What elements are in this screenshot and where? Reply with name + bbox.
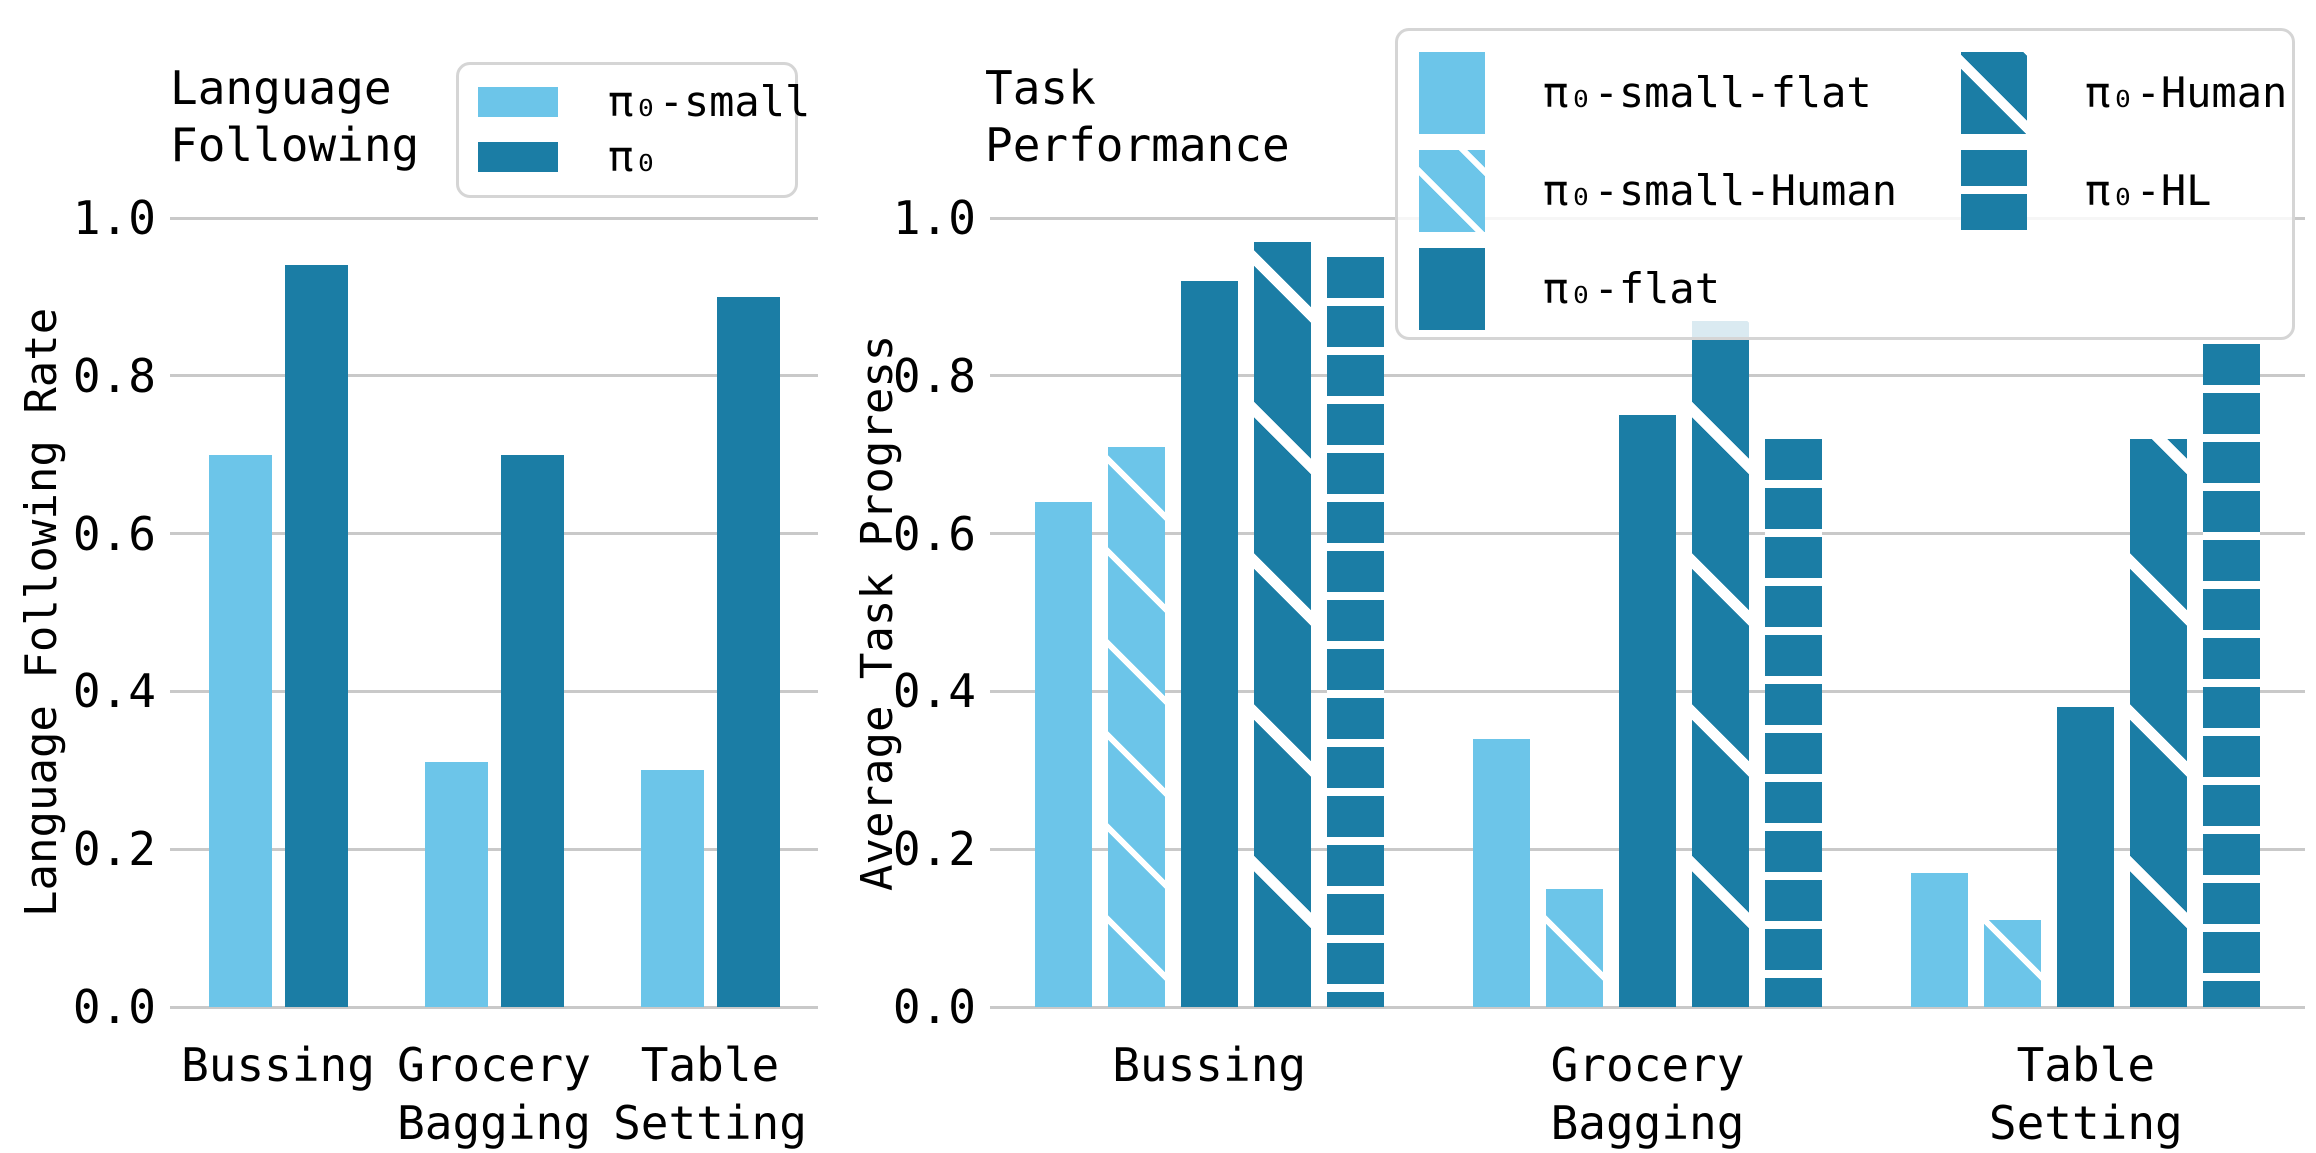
y-tick-label: 0.2	[72, 822, 156, 877]
gridline-0.0	[990, 1005, 2305, 1009]
legend-label-small-flat: π₀-small-flat	[1543, 68, 1872, 117]
bar-hl-bussing	[1326, 257, 1384, 1007]
legend-label-hl: π₀-HL	[2085, 166, 2212, 215]
legend-label-small-human: π₀-small-Human	[1543, 166, 1898, 215]
chart-title: Language Following	[170, 60, 419, 174]
x-tick-line: Bagging	[1550, 1096, 1745, 1150]
gridline-0.0	[170, 1005, 818, 1009]
y-tick-label: 0.8	[892, 348, 976, 403]
legend	[1395, 28, 2295, 340]
x-tick-line: Setting	[613, 1096, 807, 1150]
chart-title-line: Following	[170, 118, 420, 172]
y-tick-label: 0.0	[72, 980, 156, 1034]
y-tick-label: 0.6	[72, 506, 156, 561]
gridline-0.6	[170, 532, 818, 536]
y-tick-label: 1.0	[72, 191, 156, 245]
bar-small-human-bussing	[1107, 447, 1165, 1007]
legend-label-human: π₀-Human	[2085, 68, 2288, 117]
bar-small-table-setting	[640, 770, 704, 1007]
y-tick-label: 0.2	[892, 822, 976, 877]
bar-human-bussing	[1253, 242, 1311, 1007]
legend-swatch-small-human	[1419, 150, 1485, 232]
y-tick-label: 0.4	[72, 664, 156, 719]
x-tick-line: Bussing	[1112, 1038, 1307, 1092]
legend-swatch-	[478, 142, 558, 172]
x-tick-line: Grocery	[1550, 1038, 1745, 1092]
legend-swatch-human	[1961, 52, 2027, 134]
x-tick-line: Table	[640, 1038, 780, 1092]
legend-label-flat: π₀-flat	[1543, 264, 1721, 313]
chart-title-line: Performance	[985, 118, 1290, 172]
x-tick-label-table-setting: Table Setting	[1866, 1036, 2306, 1152]
y-tick-label: 0.6	[892, 506, 976, 561]
gridline-0.8	[990, 374, 2305, 378]
y-tick-label: 0.4	[892, 664, 976, 719]
x-tick-line: Grocery	[397, 1038, 591, 1092]
y-axis-label: Language Following Rate	[16, 307, 67, 918]
x-tick-label-grocery-bagging: Grocery Bagging	[1428, 1036, 1868, 1152]
legend-label-: π₀	[608, 132, 659, 181]
x-tick-line: Bussing	[181, 1038, 375, 1092]
legend-swatch-small	[478, 87, 558, 117]
bar--grocery-bagging	[500, 455, 564, 1007]
y-axis-label: Average Task Progress	[852, 334, 903, 891]
y-tick-label: 1.0	[892, 191, 976, 245]
legend-swatch-flat	[1419, 248, 1485, 330]
x-tick-label-table-setting: Table Setting	[490, 1036, 930, 1152]
x-tick-line: Bagging	[397, 1096, 591, 1150]
legend-swatch-small-flat	[1419, 52, 1485, 134]
bar-small-flat-grocery-bagging	[1473, 739, 1530, 1007]
gridline-0.8	[170, 374, 818, 378]
bar-human-grocery-bagging	[1692, 321, 1749, 1007]
bar-small-bussing	[208, 455, 272, 1007]
x-tick-line: Setting	[1988, 1096, 2183, 1150]
x-tick-label-grocery-bagging: Grocery Bagging	[274, 1036, 714, 1152]
legend-label-small: π₀-small	[608, 77, 811, 126]
bar-small-flat-table-setting	[1911, 873, 1969, 1007]
chart-title-line: Language	[170, 61, 392, 115]
bar-small-human-grocery-bagging	[1546, 889, 1603, 1007]
x-tick-label-bussing: Bussing	[58, 1036, 498, 1094]
legend	[456, 62, 798, 198]
gridline-0.2	[170, 847, 818, 851]
bar-hl-grocery-bagging	[1765, 439, 1822, 1007]
y-tick-label: 0.8	[72, 348, 156, 403]
x-tick-label-bussing: Bussing	[989, 1036, 1429, 1094]
y-tick-label: 0.0	[892, 980, 976, 1034]
gridline-0.4	[170, 689, 818, 693]
chart-title-line: Task	[985, 61, 1096, 115]
bar-flat-grocery-bagging	[1619, 415, 1676, 1007]
bar-hl-table-setting	[2203, 344, 2261, 1007]
x-tick-line: Table	[2016, 1038, 2156, 1092]
chart-title: Task Performance	[985, 60, 1290, 174]
bar-small-flat-bussing	[1034, 502, 1092, 1007]
gridline-1.0	[170, 216, 818, 220]
bar-small-human-table-setting	[1984, 920, 2042, 1007]
bar-human-table-setting	[2130, 439, 2188, 1007]
bar-small-grocery-bagging	[424, 762, 488, 1007]
bar-flat-bussing	[1180, 281, 1238, 1007]
bar--table-setting	[716, 297, 780, 1007]
legend-swatch-hl	[1961, 150, 2027, 232]
bar-flat-table-setting	[2057, 707, 2115, 1007]
bar--bussing	[284, 265, 348, 1007]
